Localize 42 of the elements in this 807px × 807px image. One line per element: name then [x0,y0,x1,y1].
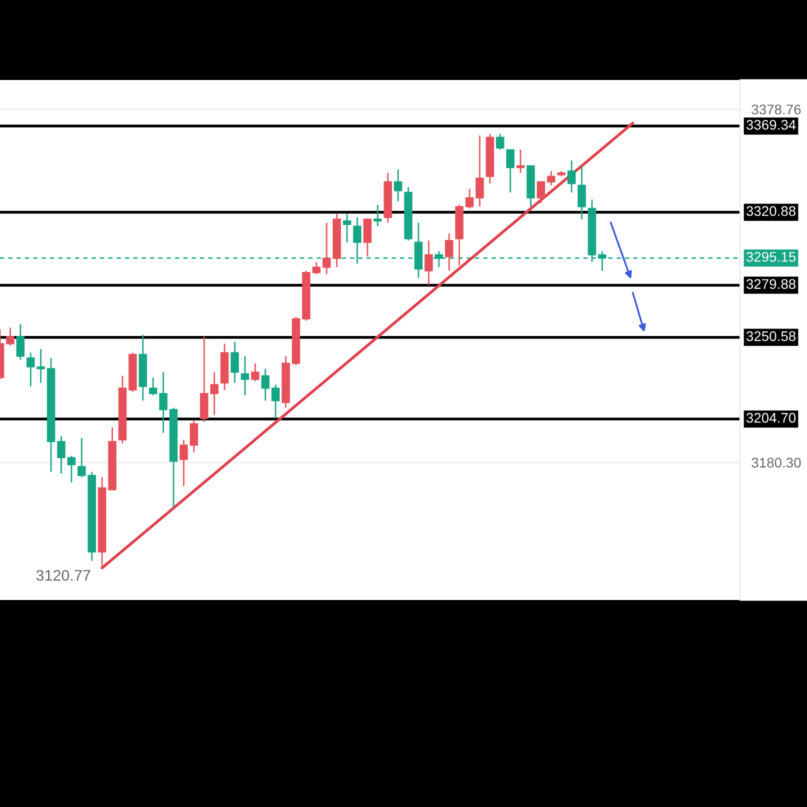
candlestick [394,168,402,202]
candlestick [444,232,454,272]
y-tick-label: 3180.30 [752,458,801,468]
candlestick [230,341,239,384]
candlestick [547,170,556,186]
candlestick [578,165,586,220]
ref-line-label: 3250.58 [746,331,796,342]
candlestick [516,149,525,174]
candlestick [312,261,321,276]
y-tick-label: 3378.76 [752,104,801,114]
candlestick [67,455,76,484]
ref-line-label: 3295.15 [746,252,796,262]
candlestick [374,204,382,227]
candlestick [465,188,474,210]
candlestick [424,240,433,286]
candlestick [16,323,25,360]
candlestick [261,368,270,402]
annotation: 3120.77 [36,570,90,581]
candlestick [6,327,14,346]
candlestick [567,160,576,194]
ref-line-label: 3369.34 [746,120,796,130]
candlestick [506,149,514,194]
candlestick [271,384,280,420]
ref-line-label: 3279.88 [746,279,796,289]
candlestick [57,436,66,474]
candlestick [322,222,331,276]
candlestick [26,352,35,388]
candlestick [251,362,260,382]
ref-line-label: 3320.88 [746,206,796,216]
candlestick [363,218,372,258]
candlestick [598,250,606,272]
candlestick [148,376,158,396]
candlestick [476,134,484,208]
candlestick [536,181,546,204]
candlestick [190,420,198,453]
candlestick [496,133,504,150]
candlestick [342,213,352,243]
candlestick [36,348,45,384]
candlestick [180,439,188,487]
candlestick [159,372,168,434]
candlestick [240,356,250,396]
ref-line-label: 3204.70 [746,412,796,423]
